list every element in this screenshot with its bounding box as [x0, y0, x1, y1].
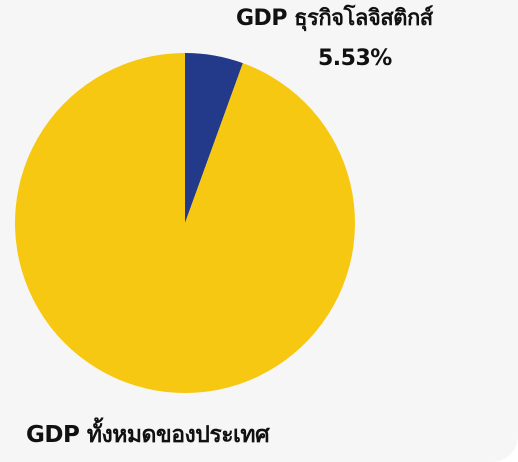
pie-slice-logistics	[185, 53, 243, 223]
slice-value-logistics: 5.53%	[318, 46, 392, 71]
pie-slice-total	[15, 53, 356, 394]
slice-label-logistics: GDP ธุรกิจโลจิสติกส์	[236, 6, 433, 31]
slice-label-total: GDP ทั้งหมดของประเทศ	[26, 422, 270, 448]
